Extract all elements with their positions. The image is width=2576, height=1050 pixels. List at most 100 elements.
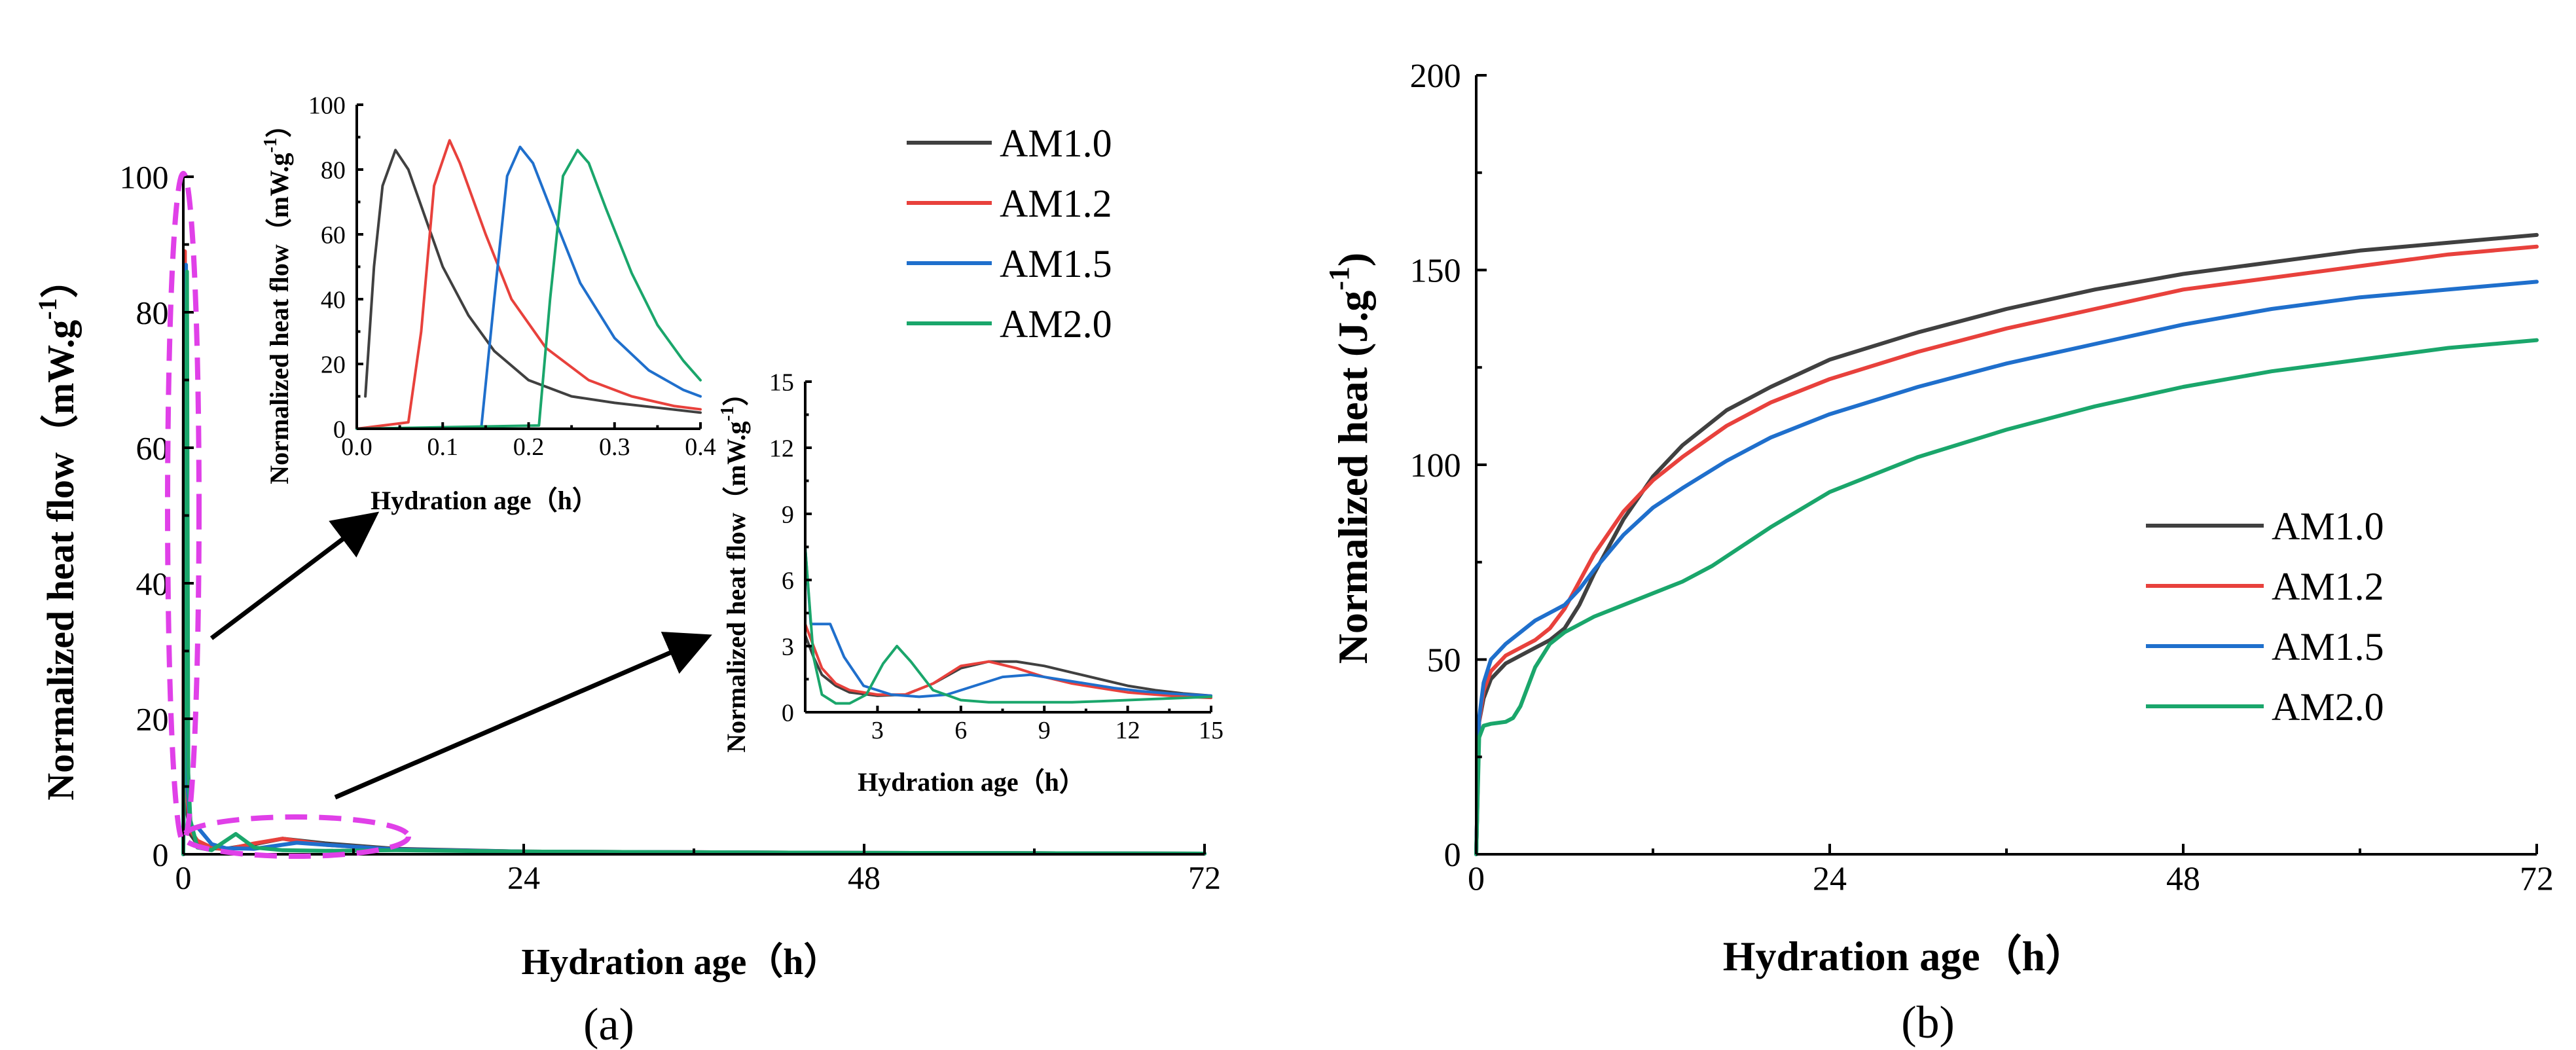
panel-b-legend: AM1.0 AM1.2 AM1.5 AM2.0 bbox=[2146, 505, 2384, 729]
legend-label-am2-0: AM2.0 bbox=[1000, 302, 1112, 346]
y-tick-label: 20 bbox=[136, 701, 169, 738]
y-tick-label: 3 bbox=[782, 633, 794, 661]
y-tick-label: 60 bbox=[321, 221, 346, 249]
x-tick-label: 0.1 bbox=[427, 433, 459, 461]
inset-1-y-axis-title-sup: -1 bbox=[261, 137, 281, 153]
inset-2-chart: 3 6 9 12 15 0 3 6 9 12 15 Hydration age（h） Normali… bbox=[717, 369, 1224, 797]
inset-1-axes: 0.0 0.1 0.2 0.3 0.4 0 20 40 60 80 100 bbox=[308, 92, 716, 461]
legend-label-am2-0: AM2.0 bbox=[2272, 685, 2384, 729]
x-tick-label: 24 bbox=[1813, 861, 1847, 898]
panel-b-y-axis-title: Normalized heat (J.g-1) bbox=[1323, 253, 1376, 664]
y-tick-label: 6 bbox=[782, 567, 794, 594]
x-tick-label: 0 bbox=[175, 860, 192, 896]
y-tick-label: 15 bbox=[769, 369, 794, 396]
series-line-am2-0 bbox=[1474, 338, 2539, 856]
series-line-am1-5 bbox=[355, 145, 702, 430]
panel-b-y-axis-title-main: Normalized heat (J.g bbox=[1330, 291, 1376, 664]
inset-2-y-axis-title-close: ） bbox=[721, 380, 751, 406]
series-line-am1-0 bbox=[1474, 232, 2539, 856]
y-tick-label: 40 bbox=[136, 566, 169, 602]
second-peak-ellipse bbox=[181, 814, 411, 859]
x-tick-label: 72 bbox=[2520, 861, 2554, 898]
inset-2-series bbox=[804, 545, 1212, 705]
panel-b-y-axis-title-sup: -1 bbox=[1323, 266, 1355, 291]
series-line-am2-0 bbox=[804, 545, 1212, 705]
series-line-am2-0 bbox=[355, 149, 702, 430]
y-tick-label: 9 bbox=[782, 501, 794, 528]
legend-label-am1-2: AM1.2 bbox=[1000, 182, 1112, 225]
x-tick-label: 0.0 bbox=[341, 433, 372, 461]
legend-label-am1-5: AM1.5 bbox=[2272, 625, 2384, 668]
x-tick-label: 6 bbox=[954, 717, 967, 744]
inset-1-y-axis-title-main: Normalized heat flow（mW.g bbox=[264, 153, 294, 484]
y-tick-label: 50 bbox=[1427, 642, 1461, 679]
inset-2-axes: 3 6 9 12 15 0 3 6 9 12 15 bbox=[769, 369, 1224, 744]
legend-label-am1-2: AM1.2 bbox=[2272, 565, 2384, 608]
y-tick-label: 0 bbox=[782, 699, 794, 727]
y-tick-label: 80 bbox=[321, 156, 346, 184]
y-tick-label: 20 bbox=[321, 351, 346, 378]
y-tick-label: 0 bbox=[333, 416, 346, 443]
inset-2-y-axis-title: Normalized heat flow（mW.g-1） bbox=[717, 380, 751, 753]
panel-b-x-axis-title: Hydration age（h） bbox=[1723, 933, 2087, 979]
x-tick-label: 15 bbox=[1199, 717, 1224, 744]
x-tick-label: 9 bbox=[1038, 717, 1051, 744]
y-tick-label: 150 bbox=[1410, 253, 1461, 290]
arrow-to-inset-1 bbox=[209, 511, 380, 640]
inset-2-y-axis-title-sup: -1 bbox=[717, 406, 738, 421]
panel-b-axes: 0 24 48 72 0 50 100 150 200 bbox=[1410, 58, 2554, 897]
first-peak-ellipse bbox=[165, 171, 202, 844]
x-tick-label: 12 bbox=[1116, 717, 1140, 744]
x-tick-label: 24 bbox=[507, 860, 540, 896]
panel-a-y-axis-title-close: ） bbox=[39, 260, 82, 298]
legend-label-am1-0: AM1.0 bbox=[1000, 122, 1112, 165]
inset-1-y-axis-title: Normalized heat flow（mW.g-1） bbox=[261, 111, 294, 484]
y-tick-label: 0 bbox=[153, 837, 169, 873]
panel-a-y-axis-title-main: Normalized heat flow（mW.g bbox=[39, 320, 82, 801]
panel-a-x-axis-title: Hydration age（h） bbox=[522, 941, 841, 983]
inset-1-y-axis-title-close: ） bbox=[264, 111, 294, 137]
x-tick-label: 0.2 bbox=[513, 433, 545, 461]
inset-2-x-axis-title: Hydration age（h） bbox=[858, 767, 1085, 797]
legend-label-am1-0: AM1.0 bbox=[2272, 505, 2384, 548]
x-tick-label: 0.3 bbox=[599, 433, 630, 461]
panel-b-chart: 0 24 48 72 0 50 100 150 200 Hydration age（h） Nor… bbox=[1323, 58, 2554, 1048]
panel-b-label: (b) bbox=[1901, 998, 1955, 1048]
panel-a-y-axis-title-sup: -1 bbox=[33, 298, 62, 319]
panel-b-y-axis-title-close: ) bbox=[1330, 253, 1376, 266]
x-tick-label: 0.4 bbox=[685, 433, 716, 461]
y-tick-label: 200 bbox=[1410, 58, 1461, 95]
y-tick-label: 60 bbox=[136, 430, 169, 467]
y-tick-label: 100 bbox=[308, 92, 346, 119]
arrow-to-inset-2 bbox=[334, 632, 712, 800]
y-tick-label: 0 bbox=[1444, 837, 1461, 874]
y-tick-label: 40 bbox=[321, 286, 346, 314]
series-line-am1-2 bbox=[1474, 244, 2539, 856]
series-line-am1-2 bbox=[804, 623, 1212, 700]
panel-a-legend: AM1.0 AM1.2 AM1.5 AM2.0 bbox=[907, 122, 1112, 346]
inset-1-chart: 0.0 0.1 0.2 0.3 0.4 0 20 40 60 80 100 Hydration ag… bbox=[261, 92, 716, 515]
x-tick-label: 72 bbox=[1188, 860, 1221, 896]
series-line-am1-5 bbox=[1474, 280, 2539, 856]
inset-2-y-axis-title-main: Normalized heat flow（mW.g bbox=[721, 422, 751, 753]
x-tick-label: 48 bbox=[848, 860, 880, 896]
panel-b-series bbox=[1474, 232, 2539, 856]
y-tick-label: 12 bbox=[769, 435, 794, 462]
inset-1-series bbox=[355, 139, 702, 430]
series-line-am1-2 bbox=[355, 139, 702, 430]
legend-label-am1-5: AM1.5 bbox=[1000, 242, 1112, 285]
panel-a-y-axis-title: Normalized heat flow（mW.g-1） bbox=[33, 260, 82, 800]
inset-1-x-axis-title: Hydration age（h） bbox=[371, 486, 598, 515]
panel-a-label: (a) bbox=[583, 1000, 634, 1050]
x-tick-label: 48 bbox=[2166, 861, 2200, 898]
y-tick-label: 100 bbox=[1410, 447, 1461, 484]
y-tick-label: 100 bbox=[120, 159, 169, 196]
x-tick-label: 0 bbox=[1468, 861, 1485, 898]
series-line-am1-0 bbox=[364, 149, 702, 414]
x-tick-label: 3 bbox=[871, 717, 884, 744]
series-line-am1-5 bbox=[804, 545, 1212, 698]
y-tick-label: 80 bbox=[136, 295, 169, 331]
